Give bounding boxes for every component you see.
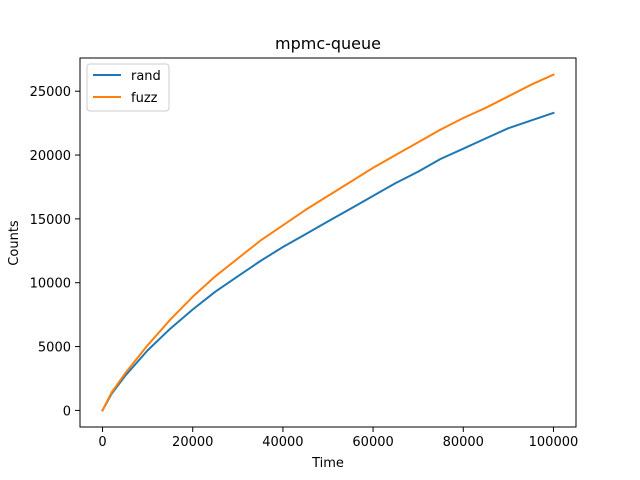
x-tick-label: 0 [98, 435, 106, 450]
y-axis: 0 5000 10000 15000 20000 25000 [30, 85, 80, 419]
y-axis-label: Counts [7, 220, 22, 266]
legend: rand fuzz [86, 63, 170, 112]
x-tick-label: 20000 [172, 435, 213, 450]
legend-label-rand: rand [131, 69, 161, 84]
y-tick-label: 0 [63, 404, 71, 419]
x-tick-label: 100000 [529, 435, 579, 450]
chart-title: mpmc-queue [275, 34, 381, 53]
x-tick-label: 80000 [443, 435, 484, 450]
y-tick-label: 15000 [30, 213, 71, 228]
x-tick-label: 60000 [352, 435, 393, 450]
series-line-fuzz [101, 73, 555, 412]
x-axis: 0 20000 40000 60000 80000 100000 [98, 427, 578, 450]
y-tick-label: 10000 [30, 277, 71, 292]
y-tick-label: 25000 [30, 85, 71, 100]
y-tick-label: 20000 [30, 149, 71, 164]
x-axis-label: Time [311, 456, 344, 471]
series-line-rand [101, 111, 555, 412]
legend-label-fuzz: fuzz [131, 91, 158, 106]
y-tick-label: 5000 [38, 341, 71, 356]
x-tick-label: 40000 [262, 435, 303, 450]
series-layer [101, 73, 555, 412]
axes-frame [79, 57, 577, 428]
